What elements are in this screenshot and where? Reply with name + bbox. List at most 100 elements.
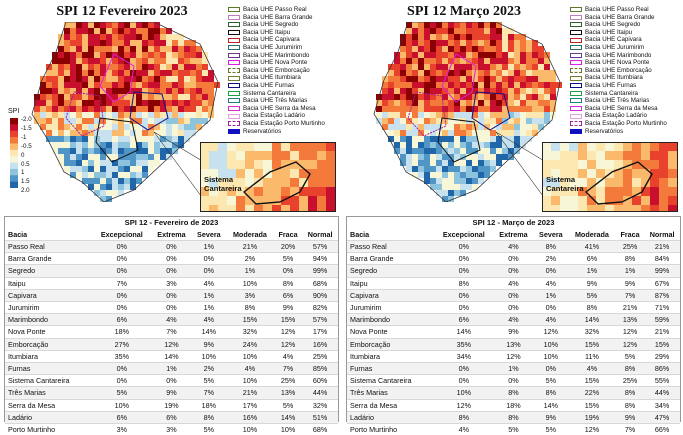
cell-value: 21% [226, 387, 274, 399]
spi-cell [424, 172, 430, 178]
legend-item: Bacia UHE Itumbiara [570, 74, 682, 82]
spi-cell [454, 40, 460, 46]
cell-value: 25% [274, 375, 302, 387]
spi-cell [178, 94, 184, 100]
spi-cell [412, 94, 418, 100]
spi-cell [124, 28, 130, 34]
spi-cell [460, 70, 466, 76]
cell-value: 0% [493, 265, 534, 277]
spi-cell [148, 64, 154, 70]
basin-name: Itaipu [5, 277, 93, 289]
spi-cell [526, 52, 532, 58]
inset-cell [569, 151, 578, 160]
spi-cell [190, 52, 196, 58]
cell-value: 20% [274, 241, 302, 253]
inset-cell [569, 196, 578, 205]
spi-cell [196, 88, 202, 94]
spi-cell [544, 82, 550, 88]
spi-cell [406, 82, 412, 88]
spi-cell [478, 172, 484, 178]
spi-cell [100, 34, 106, 40]
legend-item: Bacia UHE Jurumirim [570, 44, 682, 52]
legend-item: Bacia Estação Porto Murtinho [570, 120, 682, 128]
spi-cell [496, 34, 502, 40]
spi-cell [406, 148, 412, 154]
basin-name: Passo Real [347, 241, 435, 253]
spi-cell [154, 142, 160, 148]
spi-cell [106, 46, 112, 52]
spi-cell [526, 76, 532, 82]
cell-value: 8% [435, 411, 494, 423]
spi-cell [412, 166, 418, 172]
spi-cell [490, 160, 496, 166]
basin-name: Ladário [5, 411, 93, 423]
spi-cell [190, 70, 196, 76]
cell-value: 0% [435, 265, 494, 277]
spi-cell [58, 154, 64, 160]
cell-value: 10% [192, 350, 226, 362]
spi-cell [196, 76, 202, 82]
spi-cell [406, 112, 412, 118]
spi-cell [550, 76, 556, 82]
spi-cell [514, 94, 520, 100]
spi-cell [94, 112, 100, 118]
inset-cell [632, 196, 641, 205]
inset-cell [542, 160, 551, 169]
spi-cell [424, 154, 430, 160]
spi-cell [70, 130, 76, 136]
spi-cell [424, 88, 430, 94]
spi-cell [388, 124, 394, 130]
spi-cell [406, 40, 412, 46]
spi-cell [190, 76, 196, 82]
spi-cell [400, 118, 406, 124]
scale-label: 2.0 [21, 187, 32, 196]
spi-cell [472, 52, 478, 58]
spi-cell [532, 82, 538, 88]
basin-name: Serra da Mesa [5, 399, 93, 411]
spi-cell [454, 106, 460, 112]
legend-label: Bacia UHE Jurumirim [585, 44, 644, 52]
legend-swatch [228, 114, 240, 119]
inset-cell [254, 187, 263, 196]
legend-swatch [228, 98, 240, 103]
inset-cell [542, 142, 551, 151]
spi-cell [142, 76, 148, 82]
inset-label-line2: Cantareira [546, 184, 584, 193]
spi-cell [76, 64, 82, 70]
spi-cell [436, 58, 442, 64]
spi-cell [502, 154, 508, 160]
cell-value: 10% [226, 424, 274, 435]
spi-cell [76, 124, 82, 130]
spi-cell [496, 106, 502, 112]
spi-cell [454, 112, 460, 118]
spi-cell [64, 88, 70, 94]
spi-cell [430, 136, 436, 142]
spi-cell [508, 40, 514, 46]
spi-cell [202, 94, 208, 100]
spi-cell [448, 148, 454, 154]
inset-cell [326, 205, 335, 212]
legend-item: Bacia UHE Passo Real [570, 6, 682, 14]
legend-label: Bacia UHE Passo Real [585, 6, 649, 14]
legend-swatch [570, 60, 582, 65]
legend-label: Bacia UHE Segredo [585, 21, 640, 29]
legend-item: Sistema Cantareira [228, 90, 340, 98]
legend-swatch [228, 76, 240, 81]
spi-cell [412, 148, 418, 154]
spi-cell [418, 160, 424, 166]
spi-cell [538, 52, 544, 58]
inset-cell [551, 205, 560, 212]
basin-name: Três Marias [347, 387, 435, 399]
cell-value: 4% [192, 277, 226, 289]
cell-value: 8% [616, 363, 644, 375]
cell-value: 9% [616, 277, 644, 289]
spi-cell [172, 46, 178, 52]
inset-cell [632, 142, 641, 151]
inset-cell [641, 196, 650, 205]
spi-cell [430, 154, 436, 160]
spi-cell [508, 94, 514, 100]
spi-cell [64, 28, 70, 34]
